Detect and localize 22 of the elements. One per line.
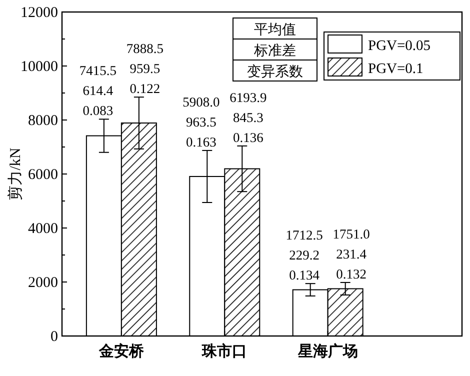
data-label: 1751.0 231.4 0.132 <box>332 226 370 282</box>
y-axis-title: 剪力/kN <box>7 148 24 200</box>
y-tick-label: 8000 <box>28 113 58 129</box>
data-label: 7415.5 614.4 0.083 <box>79 63 117 118</box>
y-tick-label: 12000 <box>20 5 58 21</box>
legend-label: PGV=0.05 <box>368 38 431 54</box>
y-tick-label: 6000 <box>28 167 58 183</box>
annotation: 平均值 <box>254 22 296 38</box>
annotation: 变异系数 <box>247 64 303 80</box>
data-label: 1712.5 229.2 0.134 <box>286 228 324 283</box>
data-label: 6193.9 845.3 0.136 <box>230 90 267 145</box>
y-tick-label: 10000 <box>20 59 58 75</box>
legend-label: PGV=0.1 <box>368 61 424 77</box>
y-tick-label: 0 <box>50 329 58 345</box>
x-tick-label: 金安桥 <box>98 342 145 360</box>
x-tick-label: 星海广场 <box>296 342 358 360</box>
data-label: 7888.5 959.5 0.122 <box>126 41 164 96</box>
data-label: 5908.0 963.5 0.163 <box>182 94 220 150</box>
annotation: 标准差 <box>253 43 296 59</box>
x-tick-label: 珠市口 <box>201 342 248 360</box>
y-tick-label: 2000 <box>28 275 58 291</box>
y-tick-label: 4000 <box>28 221 58 237</box>
